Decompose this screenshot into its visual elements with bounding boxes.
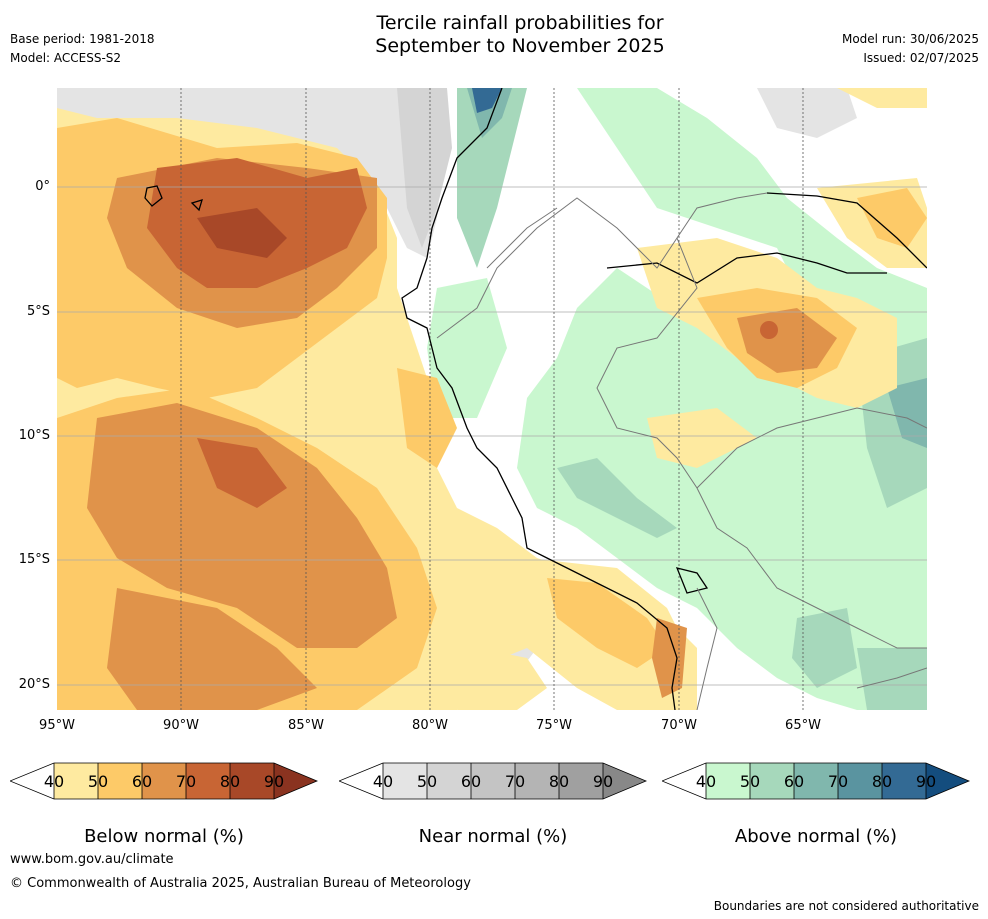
lon-label-85w: 85°W [288, 718, 324, 733]
cbar-near-seg [339, 763, 383, 799]
above-tick-80: 80 [871, 772, 893, 791]
lon-label-70w: 70°W [661, 718, 697, 733]
below-tick-80: 80 [219, 772, 241, 791]
cbar-below-seg [142, 763, 186, 799]
cbar-near-seg [471, 763, 515, 799]
lat-label-0: 0° [35, 179, 50, 194]
above-tick-90: 90 [915, 772, 937, 791]
near-tick-70: 70 [504, 772, 526, 791]
lon-label-80w: 80°W [412, 718, 448, 733]
cbar-above-seg [662, 763, 706, 799]
near-tick-60: 60 [460, 772, 482, 791]
below-tick-60: 60 [131, 772, 153, 791]
base-period-text: Base period: 1981-2018 [10, 32, 155, 46]
lon-label-90w: 90°W [163, 718, 199, 733]
cbar-below-seg [186, 763, 230, 799]
cbar-above-seg [838, 763, 882, 799]
cbar-below-seg [10, 763, 54, 799]
below-normal-legend-title: Below normal (%) [84, 826, 244, 847]
issued-text: Issued: 02/07/2025 [863, 51, 979, 65]
below-tick-50: 50 [87, 772, 109, 791]
cbar-above-seg [882, 763, 926, 799]
cbar-below-seg [54, 763, 98, 799]
lon-label-75w: 75°W [536, 718, 572, 733]
lon-label-65w: 65°W [785, 718, 821, 733]
cbar-above-seg [706, 763, 750, 799]
below-tick-40: 40 [43, 772, 65, 791]
above-tick-60: 60 [783, 772, 805, 791]
website-link[interactable]: www.bom.gov.au/climate [10, 852, 174, 867]
near-tick-40: 40 [372, 772, 394, 791]
below-normal-areas [57, 88, 927, 710]
map-svg [57, 88, 927, 710]
above-tick-70: 70 [827, 772, 849, 791]
lat-label-5s: 5°S [26, 304, 50, 319]
below-normal-colorbar [10, 762, 318, 800]
map-title: Tercile rainfall probabilities for Septe… [0, 12, 988, 58]
below-tick-90: 90 [263, 772, 285, 791]
lat-label-20s: 20°S [18, 677, 50, 692]
national-borders [436, 192, 927, 710]
map-gridlines [57, 88, 927, 710]
cbar-near-seg [383, 763, 427, 799]
above-tick-50: 50 [739, 772, 761, 791]
copyright-text: © Commonwealth of Australia 2025, Austra… [10, 876, 471, 891]
cbar-below-seg [274, 763, 317, 799]
cbar-near-seg [515, 763, 559, 799]
above-normal-colorbar [662, 762, 970, 800]
above-normal-legend-title: Above normal (%) [734, 826, 898, 847]
near-normal-colorbar [339, 762, 647, 800]
near-tick-50: 50 [416, 772, 438, 791]
near-tick-80: 80 [548, 772, 570, 791]
model-text: Model: ACCESS-S2 [10, 51, 122, 65]
rainfall-probability-map [57, 88, 927, 710]
near-normal-legend-title: Near normal (%) [418, 826, 568, 847]
near-tick-90: 90 [592, 772, 614, 791]
below-tick-70: 70 [175, 772, 197, 791]
model-run-text: Model run: 30/06/2025 [841, 32, 979, 46]
cbar-near-seg [559, 763, 603, 799]
disclaimer-text: Boundaries are not considered authoritat… [713, 899, 979, 913]
cbar-above-seg [750, 763, 794, 799]
title-line-1: Tercile rainfall probabilities for [376, 12, 664, 34]
cbar-above-seg [794, 763, 838, 799]
lat-label-10s: 10°S [18, 428, 50, 443]
above-tick-40: 40 [695, 772, 717, 791]
lat-label-15s: 15°S [18, 552, 50, 567]
cbar-near-seg [427, 763, 471, 799]
cbar-near-seg [603, 763, 646, 799]
lon-label-95w: 95°W [39, 718, 75, 733]
coastline [144, 88, 927, 710]
title-line-2: September to November 2025 [375, 35, 665, 57]
cbar-below-seg [230, 763, 274, 799]
cbar-above-seg [926, 763, 969, 799]
cbar-below-seg [98, 763, 142, 799]
